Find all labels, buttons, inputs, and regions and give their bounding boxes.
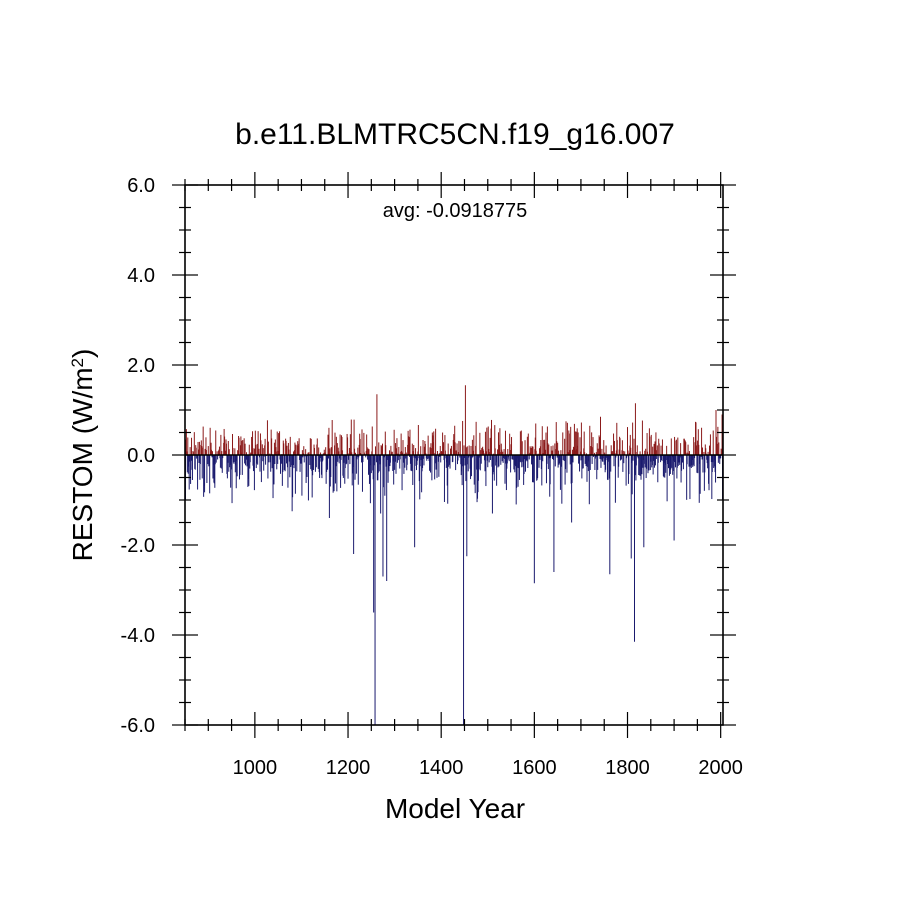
y-axis-title-close: ) [67,349,98,358]
y-tick-label: 6.0 [127,175,155,197]
data-bars [184,385,724,725]
y-tick-label: 2.0 [127,355,155,377]
y-tick-label: -4.0 [121,625,155,647]
y-tick-label: 4.0 [127,265,155,287]
y-tick-label: 0.0 [127,445,155,467]
y-axis-title-superscript: 2 [68,358,87,367]
x-tick-label: 1600 [512,757,557,779]
y-tick-label: -2.0 [121,535,155,557]
y-axis-title: RESTOM (W/m2) [67,349,98,562]
x-tick-label: 2000 [698,757,743,779]
chart-title: b.e11.BLMTRC5CN.f19_g16.007 [235,118,675,151]
x-tick-label: 1400 [419,757,464,779]
axis-ticks [172,172,736,738]
axis-tick-labels: 1000 1200 1400 1600 1800 2000 6.0 4.0 2.0 0.0 -2.0… [121,175,743,779]
x-tick-label: 1200 [326,757,371,779]
x-tick-label: 1000 [233,757,278,779]
average-annotation: avg: -0.0918775 [383,200,528,222]
y-tick-label: -6.0 [121,715,155,737]
x-axis-title: Model Year [385,793,525,824]
y-axis-title-main: RESTOM (W/m [67,367,98,561]
x-tick-label: 1800 [605,757,650,779]
